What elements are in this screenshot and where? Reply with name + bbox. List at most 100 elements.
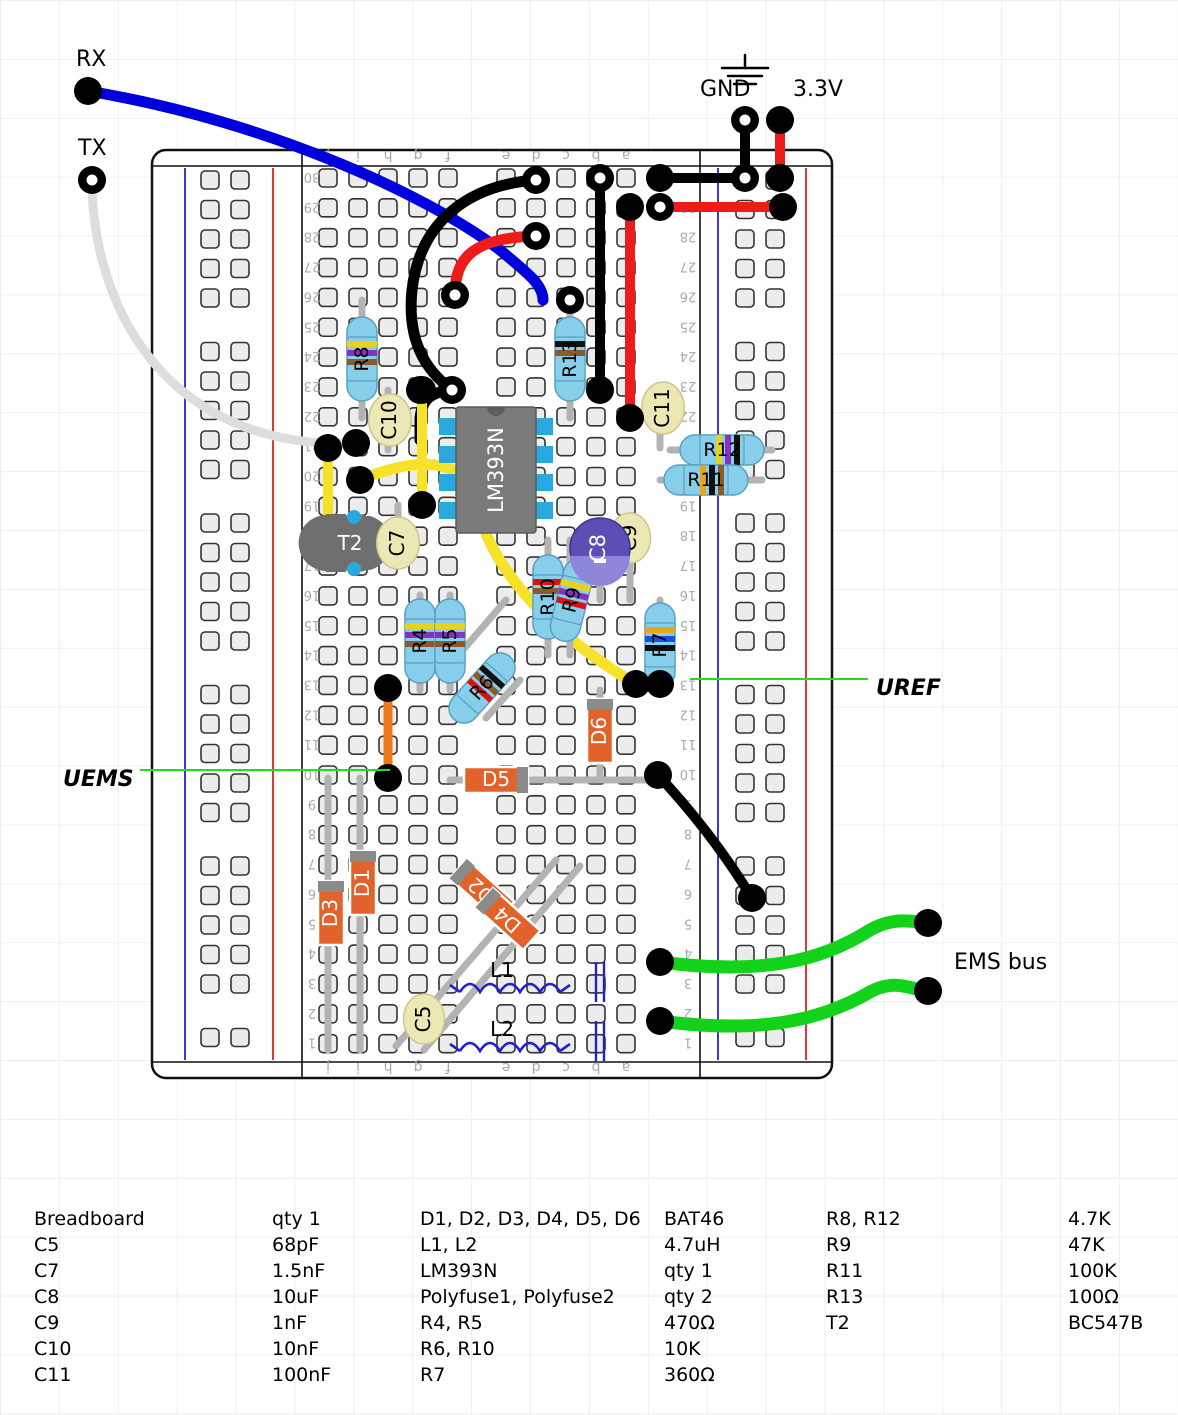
matrix-hole xyxy=(438,556,458,576)
matrix-hole xyxy=(526,645,546,666)
matrix-hole xyxy=(378,496,398,517)
rail-hole xyxy=(230,684,250,705)
matrix-hole xyxy=(408,765,428,785)
bom-cell: 100K xyxy=(1068,1260,1117,1282)
component-label: C11 xyxy=(650,388,674,427)
rail-hole xyxy=(200,430,220,450)
matrix-hole xyxy=(408,705,428,726)
resistor-r8: R8 xyxy=(346,316,378,402)
column-letter: i xyxy=(356,1059,360,1075)
row-number: 27 xyxy=(304,259,321,274)
matrix-hole xyxy=(496,735,516,755)
component-label: C8 xyxy=(586,534,610,562)
row-number: 15 xyxy=(680,617,697,632)
row-number: 13 xyxy=(680,676,697,691)
matrix-hole xyxy=(318,735,338,755)
terminal-label-gnd: GND xyxy=(700,77,751,102)
matrix-hole xyxy=(616,1003,636,1024)
resistor-r5: R5 xyxy=(434,598,466,684)
column-letter: a xyxy=(622,1059,631,1075)
matrix-hole xyxy=(348,586,368,606)
wire-terminal xyxy=(622,670,650,698)
row-number: 8 xyxy=(684,826,692,841)
column-letter: e xyxy=(502,1059,511,1075)
bom-cell: 10uF xyxy=(272,1286,320,1308)
bom-cell: R7 xyxy=(420,1364,446,1386)
rail-hole xyxy=(765,915,785,935)
row-number: 10 xyxy=(304,766,321,781)
rail-hole xyxy=(200,513,220,533)
row-number: 6 xyxy=(684,885,692,900)
bom-cell: C5 xyxy=(34,1234,60,1256)
rail-hole xyxy=(735,743,755,764)
rail-hole xyxy=(230,199,250,220)
capacitor-c7: C7 xyxy=(375,516,421,570)
matrix-hole xyxy=(318,287,338,308)
matrix-hole xyxy=(348,675,368,696)
rail-hole xyxy=(200,885,220,906)
bom-cell: qty 2 xyxy=(664,1286,713,1308)
row-number: 7 xyxy=(684,856,692,871)
wire-terminal xyxy=(738,884,766,912)
matrix-hole xyxy=(496,287,516,308)
matrix-hole xyxy=(496,198,516,218)
wire-terminal xyxy=(616,193,644,221)
wire-terminal xyxy=(766,164,794,192)
matrix-hole xyxy=(616,974,636,994)
bom-row: Breadboard qty 1 D1, D2, D3, D4, D5, D6 BAT… xyxy=(34,1208,1143,1234)
matrix-hole xyxy=(378,974,398,994)
rail-hole xyxy=(735,572,755,592)
row-number: 28 xyxy=(304,229,321,244)
terminal-label-tx: TX xyxy=(78,136,107,161)
matrix-hole xyxy=(318,377,338,397)
matrix-hole xyxy=(408,795,428,815)
matrix-hole xyxy=(526,944,546,964)
row-number: 28 xyxy=(680,229,697,244)
bom-cell: Breadboard xyxy=(34,1208,145,1230)
matrix-hole xyxy=(496,854,516,875)
rail-hole xyxy=(200,288,220,308)
matrix-hole xyxy=(586,854,606,875)
matrix-hole xyxy=(496,824,516,845)
wire-terminal xyxy=(914,909,942,937)
rail-hole xyxy=(230,773,250,793)
diode-d4: D4 xyxy=(473,886,543,952)
diode-d1: D1 xyxy=(348,849,378,917)
component-label: R7 xyxy=(649,632,671,657)
rail-hole xyxy=(765,714,785,734)
row-number: 11 xyxy=(680,736,697,751)
svg-text:L1: L1 xyxy=(490,958,514,982)
bom-cell: L1, L2 xyxy=(420,1234,478,1256)
rail-hole xyxy=(765,430,785,450)
rail-hole xyxy=(230,229,250,249)
rail-hole xyxy=(200,542,220,563)
matrix-hole xyxy=(586,914,606,935)
matrix-hole xyxy=(408,884,428,905)
matrix-hole xyxy=(556,944,576,964)
matrix-hole xyxy=(586,466,606,487)
inductor-l1-coil xyxy=(458,982,562,995)
component-label: C7 xyxy=(385,530,409,557)
capacitor-c10: C10 xyxy=(367,393,413,447)
rail-hole xyxy=(230,371,250,391)
bom-cell: 4.7K xyxy=(1068,1208,1111,1230)
transistor-t2: T2 xyxy=(298,510,391,576)
bom-cell: 47K xyxy=(1068,1234,1105,1256)
rail-hole xyxy=(200,944,220,965)
matrix-hole xyxy=(318,168,338,188)
bom-cell: R4, R5 xyxy=(420,1312,483,1334)
resistor-r7: R7 xyxy=(644,602,676,688)
matrix-hole xyxy=(318,675,338,696)
matrix-hole xyxy=(318,586,338,606)
bom-cell: 100nF xyxy=(272,1364,332,1386)
column-letter: b xyxy=(591,147,600,163)
rail-hole xyxy=(200,601,220,622)
wire-terminal xyxy=(616,404,644,432)
resistor-r6: R6 xyxy=(448,652,516,724)
row-number: 5 xyxy=(308,915,316,930)
resistor-r12: R12 xyxy=(679,434,765,466)
wire-terminal xyxy=(731,106,759,134)
matrix-hole xyxy=(318,645,338,666)
rail-hole xyxy=(735,601,755,622)
matrix-hole xyxy=(616,854,636,875)
